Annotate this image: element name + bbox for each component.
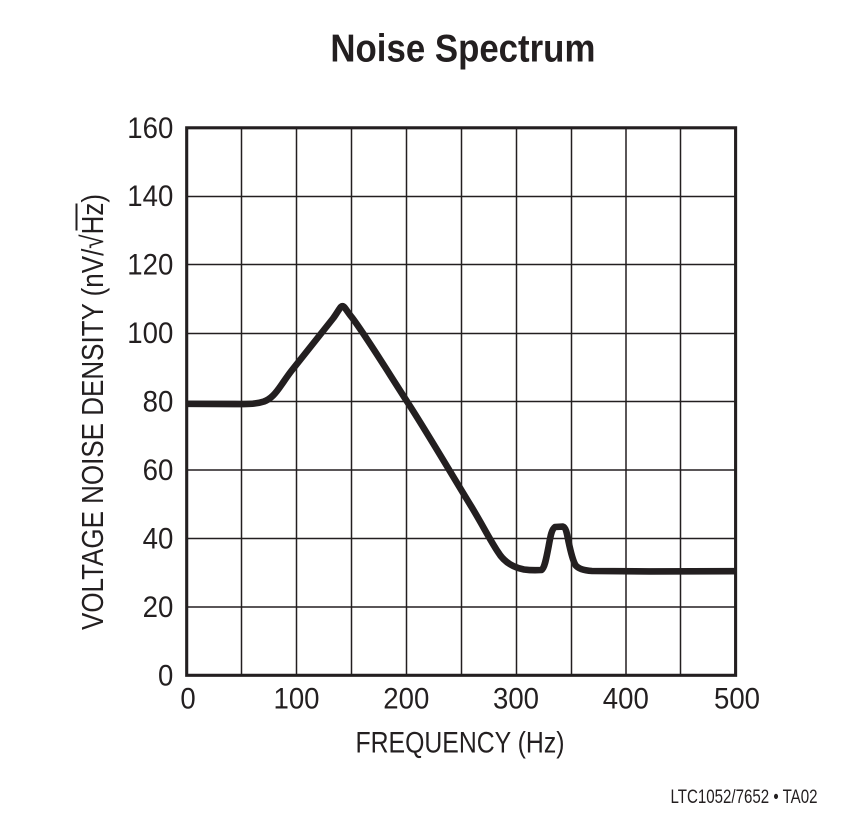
- svg-text:LTC1052/7652 • TA02: LTC1052/7652 • TA02: [671, 787, 818, 808]
- svg-text:VOLTAGE NOISE DENSITY (nV/√Hz): VOLTAGE NOISE DENSITY (nV/√Hz): [75, 194, 110, 630]
- svg-text:0: 0: [158, 659, 173, 692]
- svg-text:300: 300: [493, 683, 539, 716]
- svg-text:100: 100: [274, 683, 320, 716]
- svg-text:20: 20: [143, 591, 174, 624]
- svg-text:80: 80: [143, 386, 174, 419]
- svg-text:40: 40: [143, 522, 174, 555]
- svg-text:100: 100: [127, 317, 173, 350]
- svg-text:60: 60: [143, 454, 174, 487]
- svg-text:Noise Spectrum: Noise Spectrum: [330, 27, 595, 70]
- svg-text:200: 200: [383, 683, 429, 716]
- svg-text:400: 400: [603, 683, 649, 716]
- svg-text:FREQUENCY (Hz): FREQUENCY (Hz): [356, 727, 565, 760]
- svg-text:500: 500: [714, 683, 760, 716]
- svg-text:140: 140: [127, 180, 173, 213]
- svg-text:120: 120: [127, 249, 173, 282]
- svg-text:0: 0: [180, 683, 195, 716]
- svg-text:160: 160: [127, 112, 173, 145]
